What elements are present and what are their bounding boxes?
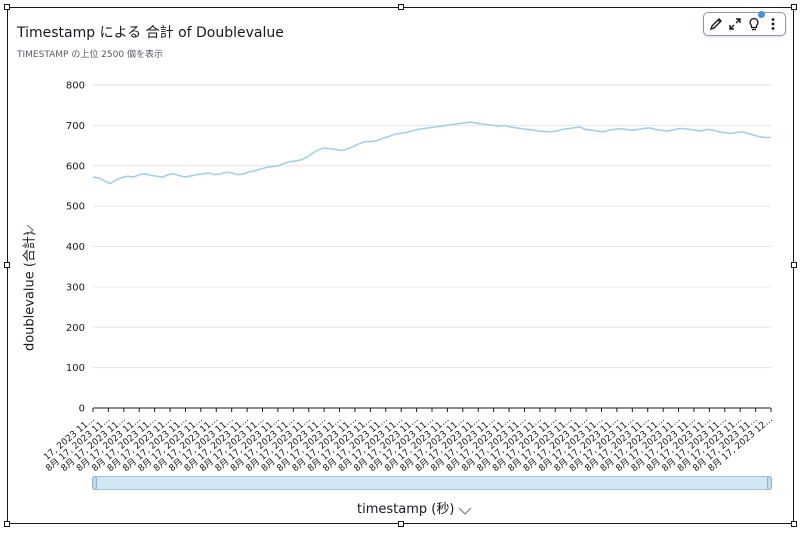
chart-title: Timestamp による 合計 of Doublevalue — [17, 25, 284, 41]
visual-frame[interactable] — [7, 7, 794, 524]
resize-handle-mr[interactable] — [791, 262, 797, 268]
y-axis-label: doublevalue (合計) — [22, 230, 38, 352]
x-axis-scrollbar[interactable] — [92, 476, 772, 490]
resize-handle-tc[interactable] — [398, 4, 404, 10]
resize-handle-bc[interactable] — [398, 521, 404, 527]
resize-handle-br[interactable] — [791, 521, 797, 527]
x-axis-label: timestamp (秒) — [357, 502, 455, 517]
chart-subtitle: TIMESTAMP の上位 2500 個を表示 — [17, 50, 163, 60]
notification-dot — [757, 11, 765, 18]
scrollbar-left-grip[interactable] — [92, 476, 97, 490]
resize-handle-bl[interactable] — [4, 521, 10, 527]
visual-toolbar — [703, 11, 786, 36]
chevron-down-icon[interactable] — [457, 501, 473, 520]
more-icon[interactable] — [765, 16, 781, 32]
lightbulb-icon[interactable] — [746, 11, 765, 32]
pencil-icon[interactable] — [708, 16, 724, 32]
expand-icon[interactable] — [727, 16, 743, 32]
resize-handle-tr[interactable] — [791, 4, 797, 10]
resize-handle-ml[interactable] — [4, 262, 10, 268]
resize-handle-tl[interactable] — [4, 4, 10, 10]
chevron-right-icon[interactable] — [24, 222, 36, 241]
scrollbar-right-grip[interactable] — [767, 476, 772, 490]
